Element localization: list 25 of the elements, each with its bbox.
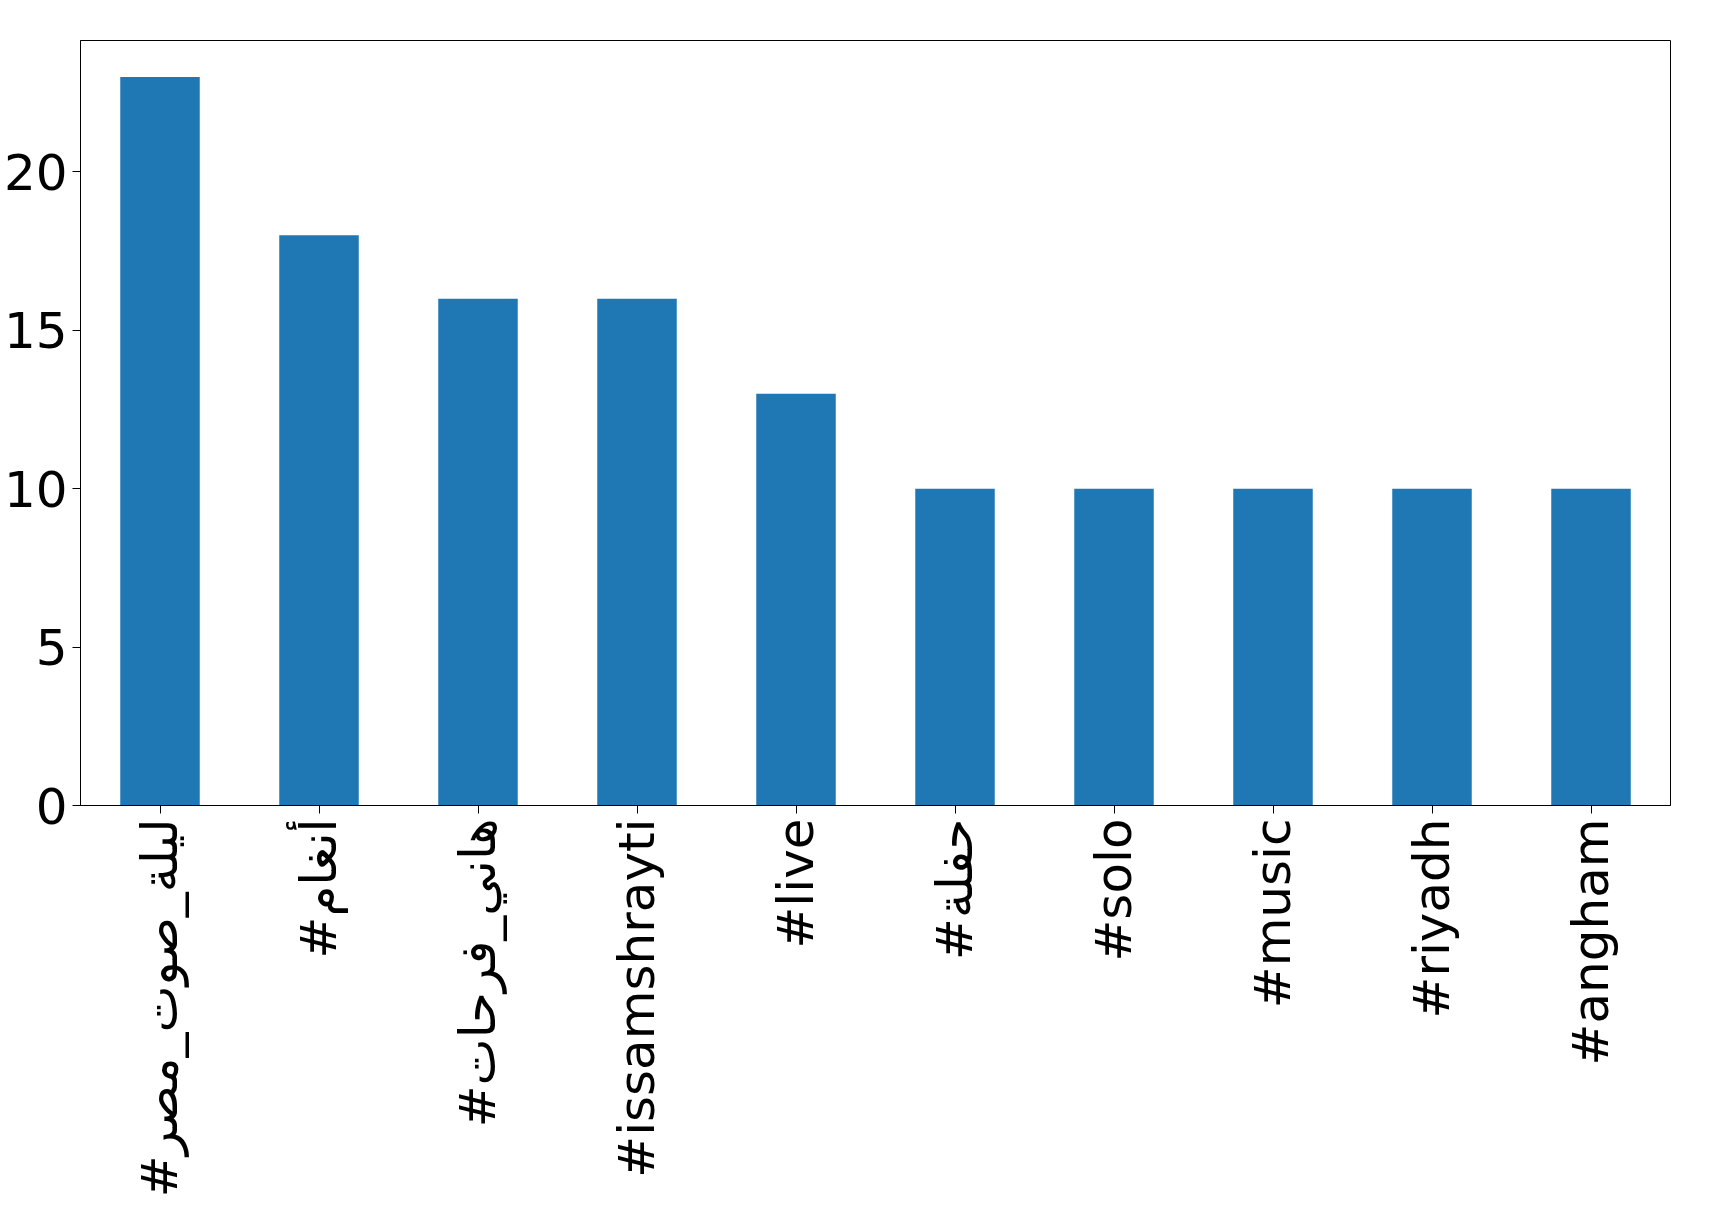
x-tick-label: #هاني_فرحات <box>449 818 507 1128</box>
y-tick-label: 10 <box>3 460 68 519</box>
bar <box>120 76 200 806</box>
x-tick-label: #أنغام <box>286 818 348 959</box>
y-tick-label: 20 <box>3 143 68 202</box>
x-tick-label: #solo <box>1085 818 1143 962</box>
x-tick-label: #حفلة <box>926 818 984 960</box>
bar <box>756 393 836 806</box>
bar <box>279 235 359 806</box>
bar <box>597 298 677 806</box>
x-tick-label: #issamshrayti <box>608 818 666 1178</box>
x-tick-label: #music <box>1244 818 1302 1009</box>
bar <box>915 488 995 806</box>
x-tick-label: #riyadh <box>1403 818 1461 1019</box>
x-tick-label: #live <box>767 818 825 949</box>
x-tick-label: #angham <box>1562 818 1620 1066</box>
y-tick-label: 5 <box>35 619 68 678</box>
bar <box>1074 488 1154 806</box>
bar <box>1233 488 1313 806</box>
y-tick-label: 0 <box>35 777 68 836</box>
bar <box>438 298 518 806</box>
x-tick-label: #ليلة_صوت_مصر <box>131 818 189 1198</box>
bar <box>1392 488 1472 806</box>
y-tick-label: 15 <box>3 302 68 361</box>
bar <box>1551 488 1631 806</box>
